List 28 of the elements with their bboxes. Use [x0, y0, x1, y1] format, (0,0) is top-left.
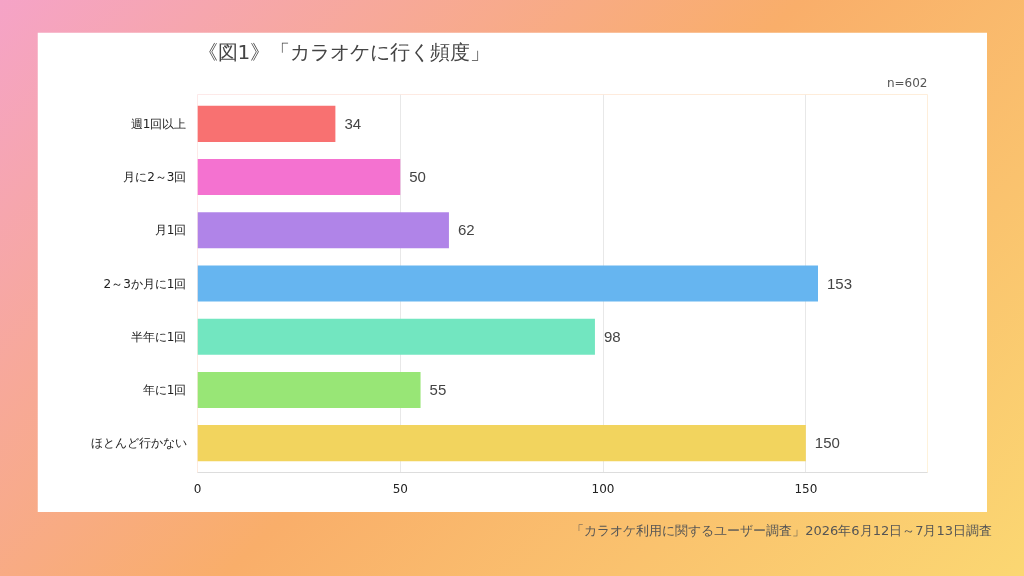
data-label: 50	[409, 168, 426, 186]
y-tick-label: 年に1回	[142, 382, 187, 397]
data-label: 55	[429, 380, 447, 398]
bar	[197, 212, 449, 249]
text: 「カラオケ利用に関するユーザー調査」2026年6月12日～7月13日調査	[571, 522, 992, 540]
y-tick-label: 週1回以上	[130, 116, 187, 131]
bar	[197, 265, 818, 302]
data-label: 62	[457, 221, 475, 239]
y-tick-label: 2～3か月に1回	[103, 276, 187, 291]
x-tick-label: 0	[193, 481, 202, 496]
x-tick-label: 150	[794, 481, 818, 496]
bar	[197, 425, 806, 462]
bar	[197, 371, 421, 409]
chart-subtitle: n=602	[886, 75, 928, 90]
x-tick-label: 100	[591, 481, 615, 496]
bar	[197, 105, 336, 142]
y-tick-label: 月1回	[154, 223, 187, 238]
y-tick-label: ほとんど行かない	[90, 436, 187, 451]
bar	[197, 318, 595, 355]
data-label: 153	[827, 274, 853, 292]
data-label: 150	[814, 434, 840, 452]
bar	[197, 158, 401, 196]
data-label: 98	[603, 327, 621, 345]
y-tick-label: 半年に1回	[130, 329, 187, 344]
x-tick-label: 50	[392, 481, 408, 496]
chart-title: 《図1》「カラオケに行く頻度」	[197, 39, 491, 64]
y-tick-label: 月に2～3回	[123, 170, 187, 185]
data-label: 34	[344, 114, 362, 132]
